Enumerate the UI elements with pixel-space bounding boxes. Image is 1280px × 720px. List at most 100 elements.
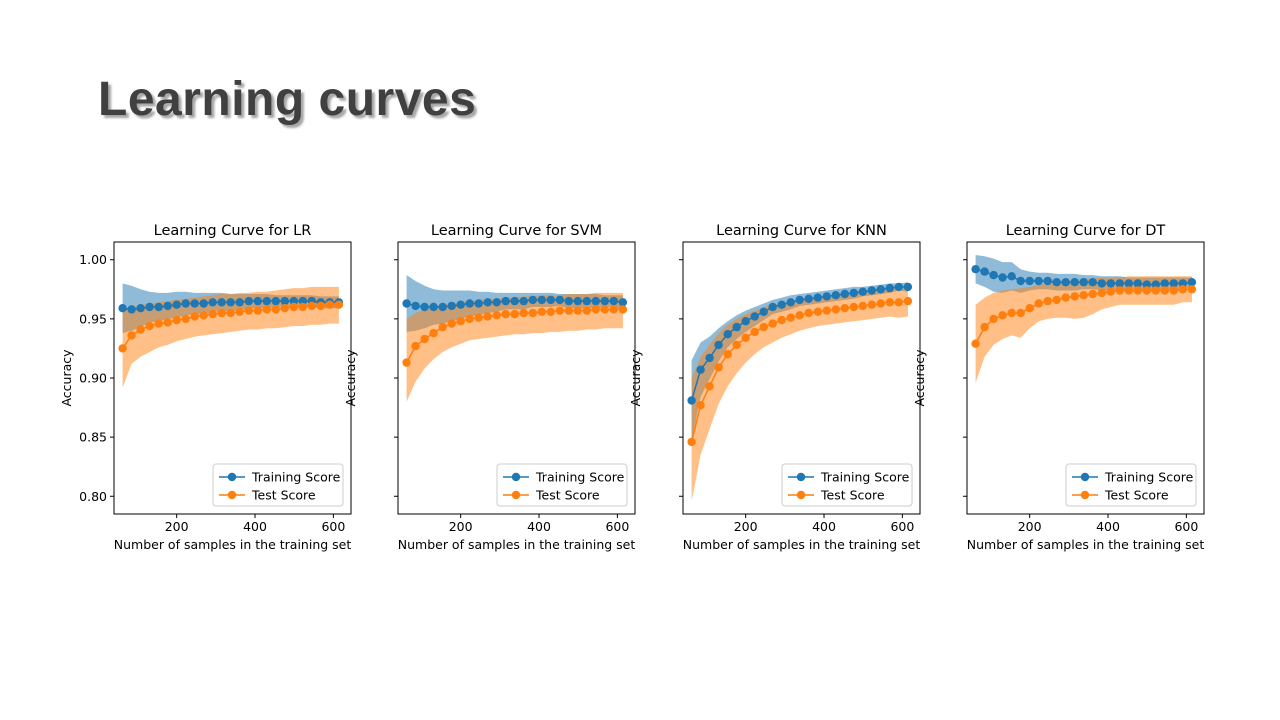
data-point — [1025, 276, 1034, 286]
data-point — [546, 307, 555, 316]
data-point — [1142, 286, 1152, 295]
data-point — [298, 302, 307, 312]
data-point — [181, 299, 190, 308]
data-point — [903, 282, 913, 292]
chart-title: Learning Curve for SVM — [431, 223, 602, 239]
legend-marker-0 — [227, 472, 237, 482]
data-point — [1187, 285, 1197, 294]
data-point — [1151, 280, 1161, 289]
data-point — [768, 302, 777, 312]
data-point — [127, 305, 136, 314]
legend-label-0: Training Score — [820, 470, 910, 485]
data-point — [172, 300, 181, 309]
data-point — [894, 282, 903, 292]
data-point — [1169, 286, 1179, 295]
data-point — [244, 306, 253, 315]
data-point — [217, 298, 226, 307]
data-point — [564, 296, 573, 306]
x-axis-label: Number of samples in the training set — [114, 537, 352, 552]
x-tick-label: 600 — [890, 519, 914, 534]
data-point — [723, 330, 732, 339]
std-band-1 — [975, 276, 1192, 383]
data-point — [145, 302, 154, 312]
data-point — [849, 288, 858, 298]
legend-marker-1 — [511, 490, 521, 500]
data-point — [492, 311, 501, 320]
data-point — [759, 307, 768, 316]
data-point — [253, 296, 262, 306]
legend — [212, 463, 344, 507]
data-point — [573, 306, 582, 315]
data-point — [741, 333, 750, 342]
data-point — [759, 322, 768, 332]
data-point — [280, 296, 289, 306]
data-point — [145, 321, 154, 331]
data-point — [1178, 285, 1188, 294]
data-point — [885, 283, 894, 293]
data-point — [1142, 280, 1152, 289]
data-point — [325, 300, 334, 309]
data-point — [235, 298, 244, 307]
data-point — [573, 296, 582, 306]
data-point — [1169, 279, 1179, 288]
data-point — [253, 306, 262, 315]
data-point — [1097, 288, 1107, 298]
data-point — [438, 322, 447, 332]
data-point — [190, 299, 199, 308]
data-point — [618, 305, 628, 314]
data-point — [1106, 287, 1116, 296]
data-point — [226, 308, 235, 318]
x-tick-label: 400 — [243, 519, 267, 534]
data-point — [732, 322, 741, 332]
chart-panel-3: 200 400 600 Learning Curve for DT Number of … — [912, 223, 1205, 552]
x-tick-label: 600 — [1174, 519, 1198, 534]
data-point — [687, 396, 696, 405]
data-point — [127, 331, 136, 340]
data-point — [181, 314, 190, 324]
data-point — [600, 296, 609, 306]
data-point — [1079, 278, 1088, 287]
data-point — [298, 296, 307, 306]
data-point — [822, 292, 831, 301]
data-point — [1070, 292, 1079, 301]
data-point — [564, 306, 573, 315]
data-point — [989, 270, 998, 280]
legend-label-0: Training Score — [1104, 470, 1194, 485]
legend-label-1: Test Score — [535, 488, 600, 503]
data-point — [1007, 308, 1016, 318]
x-tick-label: 400 — [527, 519, 551, 534]
data-point — [465, 314, 474, 324]
data-point — [154, 302, 163, 312]
chart-title: Learning Curve for LR — [154, 223, 312, 239]
data-point — [723, 350, 732, 359]
data-point — [136, 325, 145, 334]
data-point — [501, 296, 510, 306]
data-point — [528, 295, 537, 305]
legend-label-1: Test Score — [251, 488, 316, 503]
data-point — [1043, 276, 1052, 286]
legend-marker-1 — [796, 490, 806, 500]
data-point — [618, 298, 628, 307]
data-point — [1124, 286, 1134, 295]
data-point — [1043, 296, 1052, 306]
data-point — [1133, 279, 1143, 288]
data-point — [831, 305, 840, 314]
data-point — [447, 301, 456, 311]
data-point — [483, 312, 492, 321]
data-point — [474, 299, 483, 308]
data-point — [1115, 279, 1125, 288]
chart-panel-1: 200 400 600 Learning Curve for SVM Number of… — [343, 223, 636, 552]
legend-label-0: Training Score — [251, 470, 341, 485]
data-point — [420, 302, 429, 312]
data-point — [1052, 278, 1061, 287]
data-point — [876, 299, 885, 308]
data-point — [903, 296, 913, 306]
data-point — [280, 304, 289, 313]
data-point — [750, 312, 759, 321]
data-point — [546, 295, 555, 305]
legend-label-0: Training Score — [535, 470, 625, 485]
data-point — [244, 296, 253, 306]
y-axis-label: Accuracy — [59, 349, 74, 407]
data-point — [1061, 278, 1070, 287]
x-tick-label: 200 — [449, 519, 473, 534]
